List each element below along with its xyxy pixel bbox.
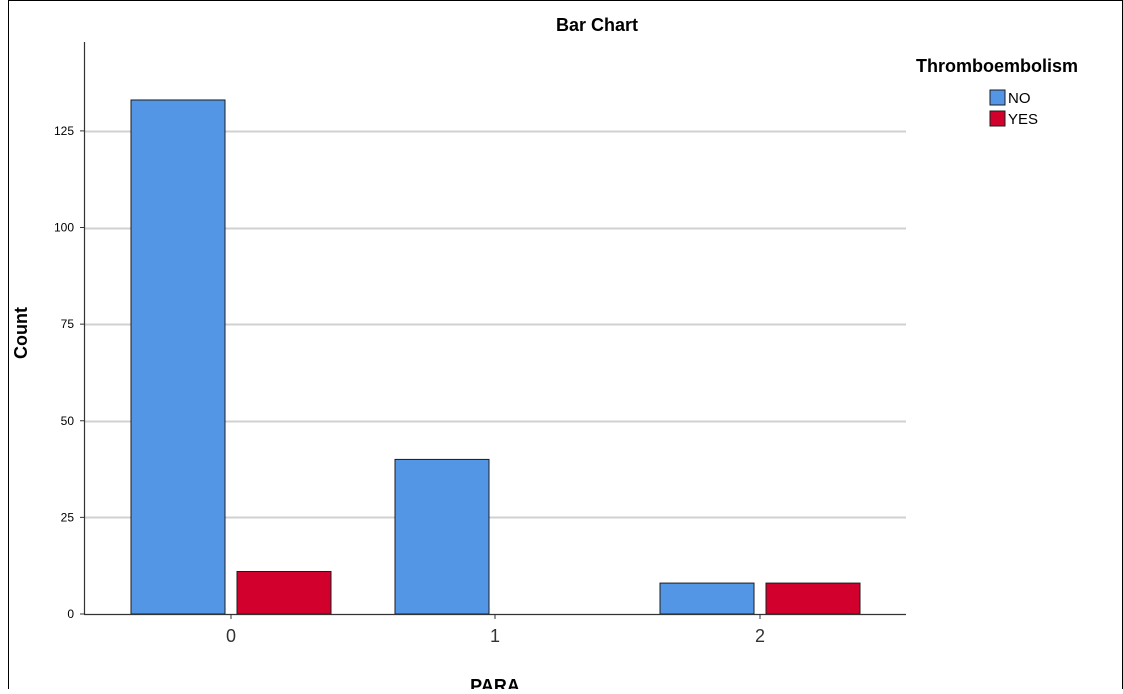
- bar-no-1: [394, 458, 490, 615]
- legend-swatch-no: [989, 89, 1006, 106]
- legend-items: NO YES: [989, 89, 1038, 128]
- y-tick-label-0: 0: [67, 607, 74, 621]
- x-tick-label-0: 0: [226, 626, 236, 646]
- x-axis-label: PARA: [470, 676, 520, 689]
- chart-title: Bar Chart: [556, 15, 638, 35]
- x-tick-label-1: 1: [490, 626, 500, 646]
- bar-yes-2: [765, 582, 861, 615]
- y-tick-label-50: 50: [61, 414, 75, 428]
- y-tick-label-100: 100: [54, 221, 74, 235]
- legend-label-no: NO: [1008, 90, 1031, 107]
- legend-label-yes: YES: [1008, 111, 1038, 128]
- x-tick-label-2: 2: [755, 626, 765, 646]
- legend-swatch-yes: [989, 110, 1006, 127]
- y-tick-label-25: 25: [61, 510, 75, 524]
- y-tick-label-75: 75: [61, 317, 75, 331]
- bar-yes-0: [236, 570, 332, 615]
- tick-labels: 0 25 50 75 100 125 0 1 2: [54, 124, 765, 646]
- bars: [130, 99, 861, 615]
- legend: Thromboembolism NO YES: [916, 56, 1078, 128]
- y-tick-label-125: 125: [54, 124, 74, 138]
- bar-no-0: [130, 99, 226, 615]
- bar-no-2: [659, 582, 755, 615]
- y-axis-label: Count: [11, 307, 31, 359]
- legend-title: Thromboembolism: [916, 56, 1078, 76]
